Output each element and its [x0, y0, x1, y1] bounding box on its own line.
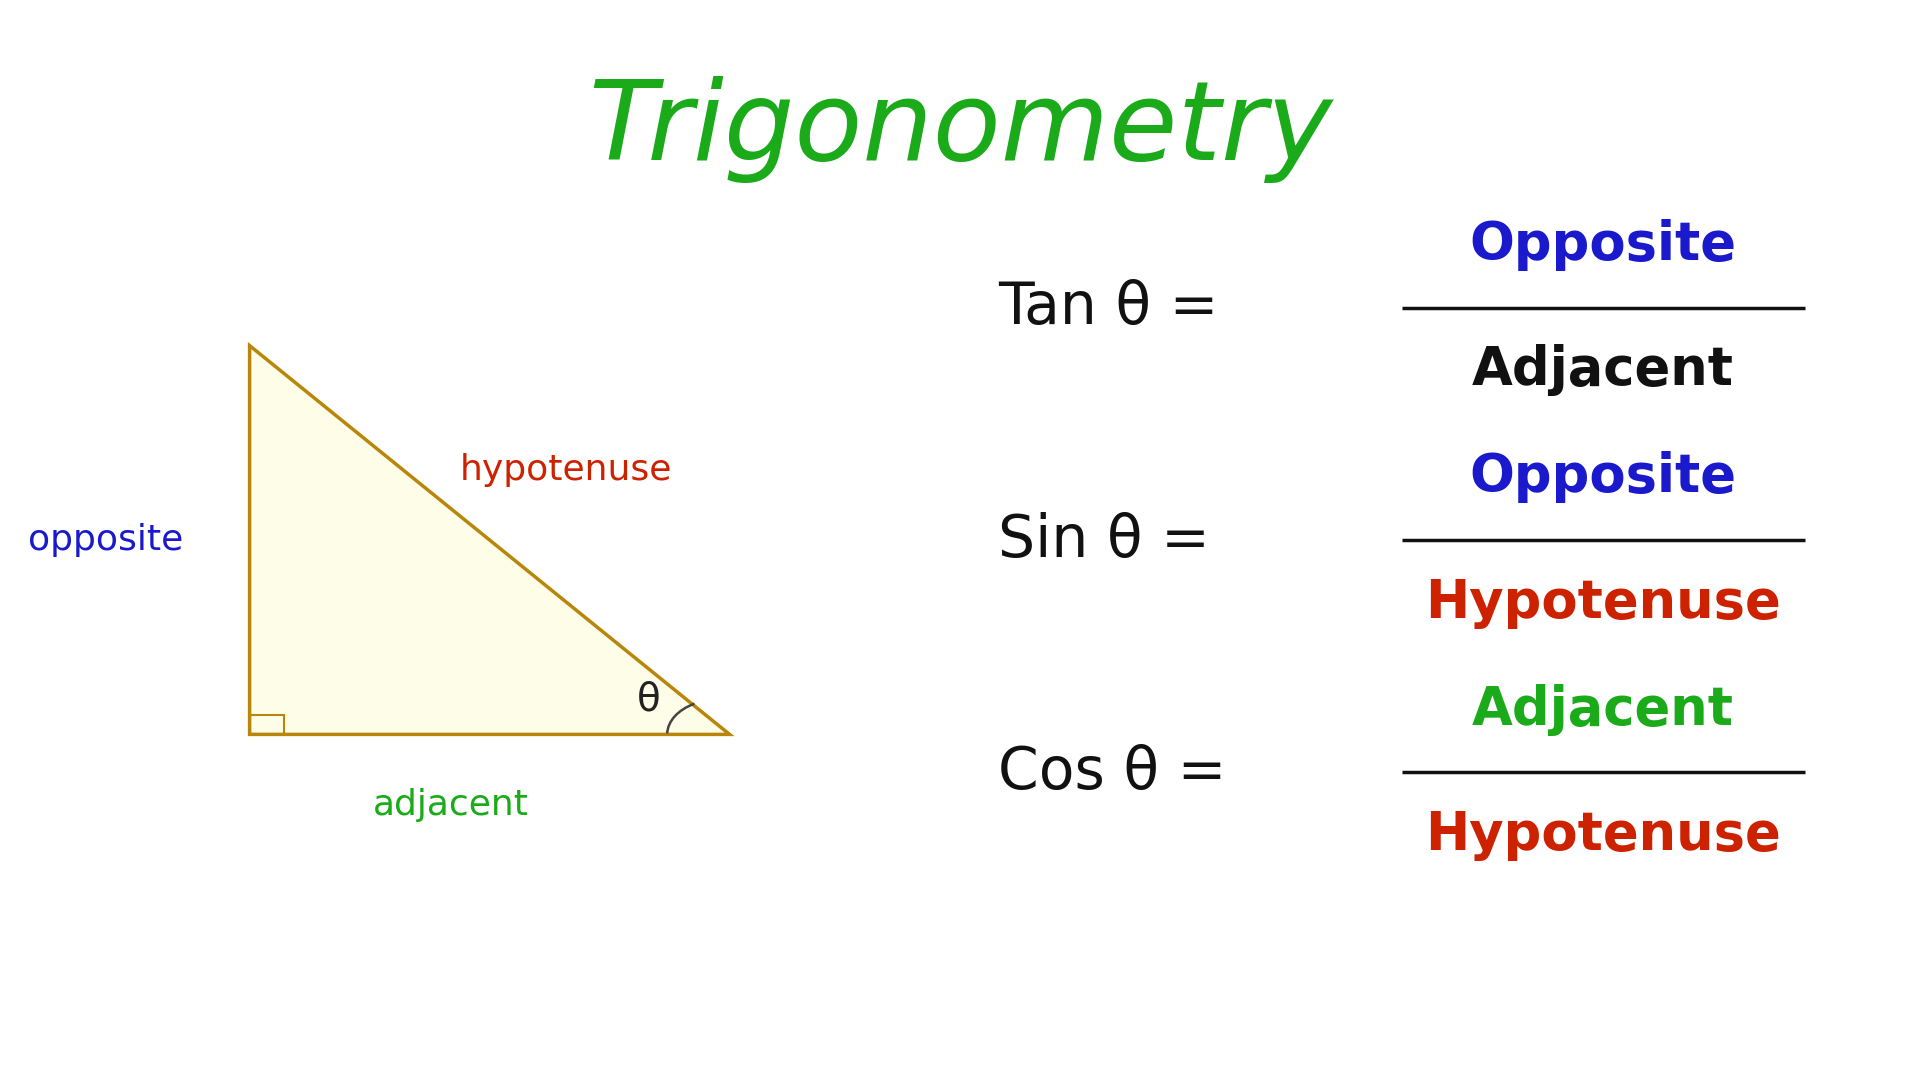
Text: Sin θ =: Sin θ = [998, 512, 1210, 568]
Text: Opposite: Opposite [1469, 451, 1738, 503]
Text: adjacent: adjacent [372, 787, 530, 822]
Text: Adjacent: Adjacent [1473, 684, 1734, 735]
Text: Trigonometry: Trigonometry [588, 76, 1332, 184]
Text: Tan θ =: Tan θ = [998, 280, 1219, 336]
Text: Hypotenuse: Hypotenuse [1425, 809, 1782, 861]
Text: Hypotenuse: Hypotenuse [1425, 577, 1782, 629]
Text: Cos θ =: Cos θ = [998, 744, 1227, 800]
Bar [250, 715, 284, 734]
Polygon shape [250, 346, 730, 734]
Text: θ: θ [637, 680, 660, 719]
Text: hypotenuse: hypotenuse [461, 453, 672, 487]
Text: Opposite: Opposite [1469, 219, 1738, 271]
Text: opposite: opposite [29, 523, 182, 557]
Text: Adjacent: Adjacent [1473, 345, 1734, 396]
